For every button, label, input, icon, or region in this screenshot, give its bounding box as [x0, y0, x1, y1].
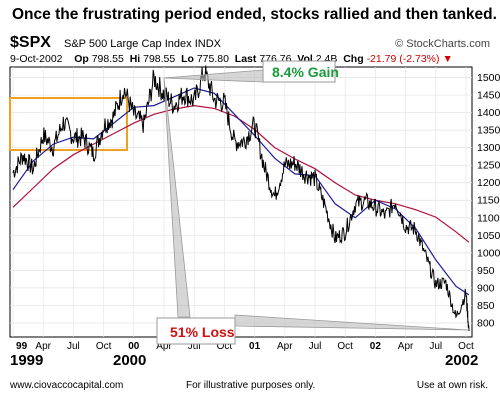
gain-label: 8.4% Gain [272, 64, 339, 80]
website-link[interactable]: www.ciovaccocapital.com [10, 380, 124, 391]
x-tick-label: 00 [128, 341, 140, 352]
risk-notice: Use at own risk. [416, 380, 488, 391]
x-tick-label: Jul [309, 341, 322, 352]
y-tick-label: 1450 [477, 90, 500, 102]
y-tick-label: 900 [477, 282, 495, 294]
y-tick-label: 1350 [477, 125, 500, 137]
x-tick-label: Apr [35, 341, 51, 352]
x-tick-label: Jul [188, 341, 201, 352]
disclaimer: For illustrative purposes only. [186, 380, 316, 391]
x-tick-label: Oct [96, 341, 112, 352]
x-tick-label: Apr [156, 341, 172, 352]
headline: Once the frustrating period ended, stock… [12, 6, 497, 23]
grid [10, 67, 472, 337]
exchange: INDX [194, 38, 221, 50]
y-tick-label: 1150 [477, 195, 500, 207]
year-label-right: 2002 [445, 352, 479, 369]
y-tick-label: 950 [477, 265, 495, 277]
change-value: -21.79 (-2.73%) [366, 53, 440, 65]
open-label: Op [74, 53, 89, 65]
y-tick-label: 1500 [477, 72, 500, 84]
index-description: S&P 500 Large Cap Index INDX [64, 38, 221, 50]
high-label: Hi [129, 53, 141, 65]
consolidation-box [9, 97, 128, 151]
loss-callout: 51% Loss [156, 77, 469, 345]
open-value: 798.55 [91, 53, 124, 65]
ma-short-line [12, 87, 470, 296]
change-label: Chg [343, 53, 364, 65]
brand-watermark: © StockCharts.com [395, 38, 490, 50]
x-axis: 99 Apr Jul Oct 00 Apr Jul Oct 01 Apr Jul Oct 02 Apr Ju… [16, 341, 474, 352]
price-line [12, 65, 470, 332]
down-arrow-icon: ▼ [442, 53, 453, 65]
y-tick-label: 1400 [477, 107, 500, 119]
symbol: $SPX [10, 34, 51, 51]
y-tick-label: 1200 [477, 177, 500, 189]
y-tick-label: 850 [477, 300, 495, 312]
low-value: 775.80 [196, 53, 229, 65]
y-tick-label: 1300 [477, 142, 500, 154]
x-tick-label: Oct [217, 341, 233, 352]
y-tick-label: 1100 [477, 212, 500, 224]
x-tick-label: Apr [398, 341, 414, 352]
index-name: S&P 500 Large Cap Index [64, 38, 192, 50]
y-tick-label: 1050 [477, 230, 500, 242]
x-tick-label: Oct [458, 341, 474, 352]
y-axis: 800 850 900 950 1000 1050 1100 1150 1200 1250 1300… [477, 72, 500, 329]
y-tick-label: 1000 [477, 247, 500, 259]
x-tick-label: Apr [277, 341, 293, 352]
x-tick-label: 01 [249, 341, 261, 352]
year-label-mid: 2000 [113, 352, 147, 369]
x-tick-label: 02 [370, 341, 382, 352]
gain-box [262, 60, 336, 83]
loss-box [156, 317, 236, 345]
x-tick-label: 99 [16, 341, 28, 352]
x-tick-label: Oct [337, 341, 353, 352]
x-tick-label: Jul [429, 341, 442, 352]
last-label: Last [234, 53, 257, 65]
year-label-left: 1999 [10, 352, 44, 369]
y-tick-label: 1250 [477, 160, 500, 172]
quote-date: 9-Oct-2002 [10, 53, 63, 65]
gain-callout: 8.4% Gain [163, 60, 339, 83]
plot-area [9, 66, 473, 338]
x-tick-label: Jul [67, 341, 80, 352]
low-label: Lo [181, 53, 194, 65]
y-tick-label: 800 [477, 317, 495, 329]
loss-arrow-left [163, 77, 191, 318]
loss-label: 51% Loss [170, 324, 235, 340]
high-value: 798.55 [143, 53, 176, 65]
